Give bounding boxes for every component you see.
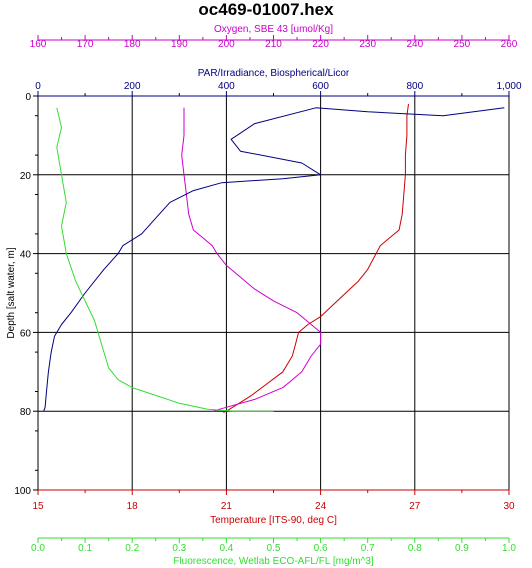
x-tick-label-par: 1,000 xyxy=(496,81,521,92)
x-tick-label-oxygen: 160 xyxy=(30,39,47,50)
x-tick-label-oxygen: 240 xyxy=(406,39,423,50)
x-tick-label-temperature: 30 xyxy=(503,501,515,512)
y-tick-label: 80 xyxy=(20,407,32,418)
x-tick-label-oxygen: 260 xyxy=(501,39,518,50)
x-tick-label-fluorescence: 0.2 xyxy=(125,543,139,554)
series-line-fluorescence xyxy=(56,107,274,412)
plot-frame xyxy=(37,95,510,491)
y-tick-label: 40 xyxy=(20,250,32,261)
plot-border xyxy=(37,95,510,491)
x-tick-label-oxygen: 230 xyxy=(359,39,376,50)
x-tick-label-fluorescence: 0.1 xyxy=(78,543,92,554)
x-tick-label-fluorescence: 0.3 xyxy=(172,543,186,554)
series-line-temperature xyxy=(223,103,409,413)
x-tick-label-par: 600 xyxy=(312,81,329,92)
x-tick-label-oxygen: 210 xyxy=(265,39,282,50)
x-tick-label-fluorescence: 0.9 xyxy=(455,543,469,554)
x-tick-label-par: 400 xyxy=(218,81,235,92)
x-tick-label-temperature: 24 xyxy=(315,501,327,512)
y-tick-label: 20 xyxy=(20,171,32,182)
x-axis-title-fluorescence: Fluorescence, Wetlab ECO-AFL/FL [mg/m^3] xyxy=(173,556,374,567)
chart-title: oc469-01007.hex xyxy=(198,0,334,19)
x-tick-label-par: 200 xyxy=(124,81,141,92)
x-tick-label-oxygen: 170 xyxy=(77,39,94,50)
x-tick-label-par: 0 xyxy=(35,81,41,92)
y-axis-label: Depth [salt water, m] xyxy=(6,247,17,338)
y-tick-label: 0 xyxy=(25,92,31,103)
x-tick-label-par: 800 xyxy=(406,81,423,92)
x-tick-label-temperature: 27 xyxy=(409,501,421,512)
x-tick-label-oxygen: 190 xyxy=(171,39,188,50)
x-tick-label-oxygen: 200 xyxy=(218,39,235,50)
x-tick-label-fluorescence: 1.0 xyxy=(502,543,516,554)
x-axis-par: 0 200 400 600 800 1,000 PAR/Irradiance, Biosph… xyxy=(35,68,522,97)
x-axis-title-par: PAR/Irradiance, Biospherical/Licor xyxy=(198,68,350,79)
x-tick-label-temperature: 15 xyxy=(32,501,44,512)
x-axis-title-oxygen: Oxygen, SBE 43 [umol/Kg] xyxy=(214,24,333,35)
x-tick-label-fluorescence: 0.6 xyxy=(314,543,328,554)
grid-lines xyxy=(38,95,509,491)
x-tick-label-fluorescence: 0.8 xyxy=(408,543,422,554)
x-tick-label-oxygen: 250 xyxy=(454,39,471,50)
x-tick-label-oxygen: 180 xyxy=(124,39,141,50)
x-tick-label-fluorescence: 0.7 xyxy=(361,543,375,554)
x-tick-label-temperature: 21 xyxy=(221,501,233,512)
x-axis-oxygen: 160 170 180 190 200 210 220 230 240 250 260 Oxygen,… xyxy=(30,24,518,50)
x-axis-title-temperature: Temperature [ITS-90, deg C] xyxy=(210,515,337,526)
x-axis-temperature: 15 18 21 24 27 30 Temperature [ITS-90, deg C] xyxy=(32,489,515,526)
y-tick-label: 60 xyxy=(20,328,32,339)
series-layer xyxy=(43,103,505,413)
series-line-par xyxy=(43,107,505,412)
x-axis-fluorescence: 0.0 0.1 0.2 0.3 0.4 0.5 0.6 0.7 0.8 0.9 1.0 Fluores… xyxy=(31,537,516,567)
series-line-oxygen xyxy=(181,107,322,412)
x-tick-label-temperature: 18 xyxy=(127,501,139,512)
x-tick-label-oxygen: 220 xyxy=(312,39,329,50)
x-tick-label-fluorescence: 0.5 xyxy=(267,543,281,554)
y-tick-label: 100 xyxy=(14,486,31,497)
x-tick-label-fluorescence: 0.0 xyxy=(31,543,45,554)
x-tick-label-fluorescence: 0.4 xyxy=(219,543,233,554)
